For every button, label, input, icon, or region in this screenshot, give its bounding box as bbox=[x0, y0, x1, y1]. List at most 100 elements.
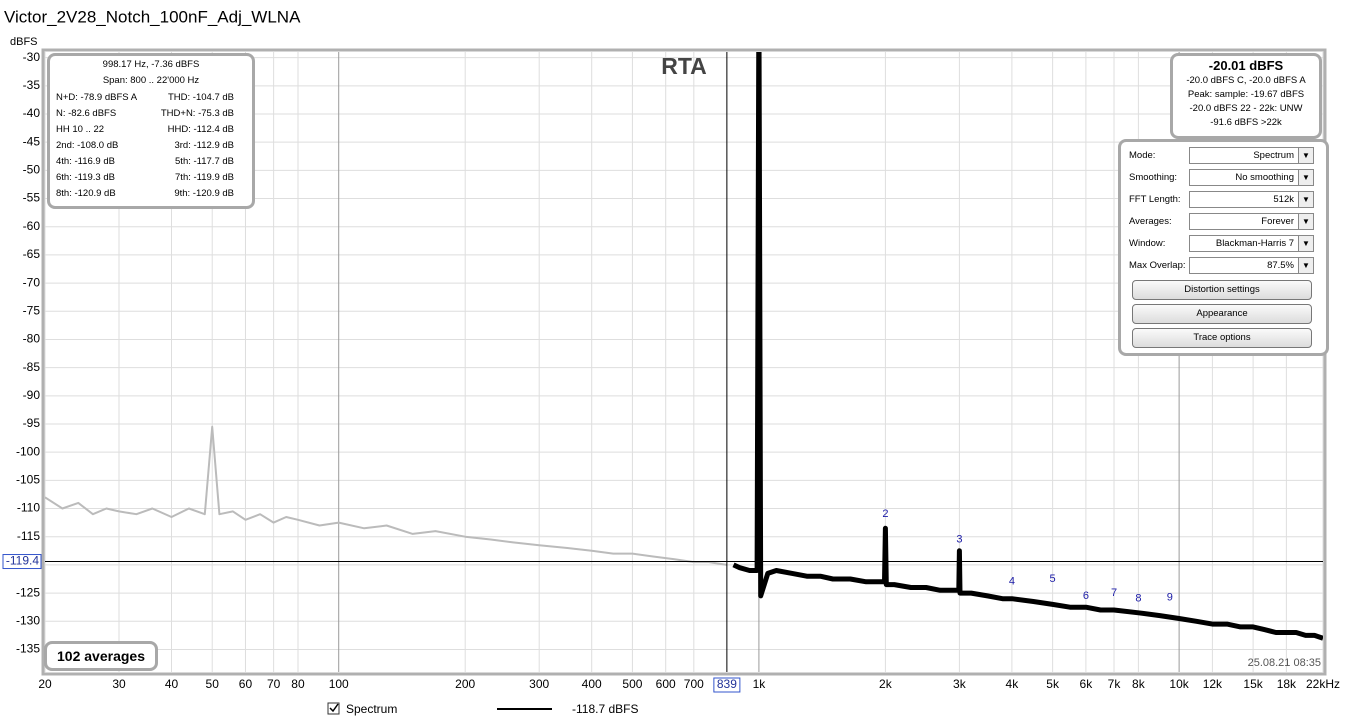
check bbox=[329, 703, 339, 713]
x-tick-label: 12k bbox=[1203, 677, 1223, 691]
y-tick-label: -60 bbox=[23, 219, 41, 233]
x-tick-label: 7k bbox=[1108, 677, 1122, 691]
y-tick-label: -35 bbox=[23, 78, 41, 92]
averages: 102 averages bbox=[44, 641, 158, 671]
button[interactable]: Distortion settings bbox=[1132, 280, 1312, 300]
harmonic-marker: 8 bbox=[1135, 593, 1141, 605]
control-value[interactable]: No smoothing bbox=[1189, 168, 1299, 186]
button[interactable]: Appearance bbox=[1132, 304, 1312, 324]
x-tick-label: 200 bbox=[455, 677, 475, 691]
info-cell: 8th: -120.9 dB bbox=[56, 187, 116, 199]
button[interactable]: Trace options bbox=[1132, 328, 1312, 348]
x-tick-label: 22kHz bbox=[1306, 677, 1340, 691]
dropdown-arrow[interactable]: ▼ bbox=[1299, 168, 1314, 186]
info-rows: N+D: -78.9 dBFS A THD: -104.7 dB N: -82.6 … bbox=[52, 89, 250, 201]
buttons: Distortion settings Appearance Trace optio… bbox=[1121, 280, 1326, 348]
level-box: -20.01 dBFS -20.0 dBFS C, -20.0 dBFS A Pe… bbox=[1170, 53, 1322, 139]
level: -20.01 dBFS bbox=[1208, 58, 1284, 73]
control-value[interactable]: Spectrum bbox=[1189, 146, 1299, 164]
info-box: 998.17 Hz, -7.36 dBFS Span: 800 .. 22'00… bbox=[47, 53, 255, 209]
info-cell: HHD: -112.4 dB bbox=[167, 123, 234, 135]
control-label: Mode: bbox=[1129, 149, 1156, 161]
legend-checkbox[interactable] bbox=[327, 702, 340, 715]
spectrum-trace bbox=[45, 425, 728, 566]
level-line: -20.0 dBFS C, -20.0 dBFS A bbox=[1186, 75, 1306, 86]
timestamp: 25.08.21 08:35 bbox=[1248, 657, 1321, 669]
cursor-y-box bbox=[2, 554, 42, 570]
x-tick-label: 3k bbox=[953, 677, 967, 691]
y-tick-label: -95 bbox=[23, 416, 41, 430]
info-row: N: -82.6 dBFS THD+N: -75.3 dB bbox=[52, 105, 250, 121]
y-tick-label: -70 bbox=[23, 275, 41, 289]
y-unit: dBFS bbox=[10, 36, 38, 48]
harmonic-marker: 7 bbox=[1111, 587, 1117, 599]
x-tick-label: 10k bbox=[1169, 677, 1189, 691]
info-cell: N: -82.6 dBFS bbox=[56, 107, 117, 119]
x-tick-label: 600 bbox=[656, 677, 676, 691]
x-tick-label: 20 bbox=[38, 677, 52, 691]
spectrum-trace bbox=[732, 52, 1323, 641]
dropdown-arrow[interactable]: ▼ bbox=[1299, 234, 1314, 252]
control-value[interactable]: Blackman-Harris 7 bbox=[1189, 234, 1299, 252]
x-tick-label: 80 bbox=[291, 677, 305, 691]
control-row: Window: Blackman-Harris 7 ▼ bbox=[1129, 232, 1326, 254]
harmonic-marker: 2 bbox=[882, 508, 888, 520]
info-cell: 3rd: -112.9 dB bbox=[174, 139, 234, 151]
control-row: FFT Length: 512k ▼ bbox=[1129, 188, 1326, 210]
control-value[interactable]: 512k bbox=[1189, 190, 1299, 208]
dropdown-arrow[interactable]: ▼ bbox=[1299, 212, 1314, 230]
y-tick-label: -90 bbox=[23, 388, 41, 402]
dropdown-arrow[interactable]: ▼ bbox=[1299, 256, 1314, 274]
info-line: 998.17 Hz, -7.36 dBFS bbox=[102, 59, 200, 70]
control-label: Averages: bbox=[1129, 215, 1172, 227]
control-row: Averages: Forever ▼ bbox=[1129, 210, 1326, 232]
info-cell: 6th: -119.3 dB bbox=[56, 171, 115, 183]
level-line: Peak: sample: -19.67 dBFS bbox=[1187, 89, 1305, 100]
legend-label: Spectrum bbox=[346, 702, 397, 716]
x-tick-label: 70 bbox=[267, 677, 281, 691]
control-value[interactable]: 87.5% bbox=[1189, 256, 1299, 274]
y-tick-label: -125 bbox=[16, 585, 40, 599]
cursor-x-box bbox=[713, 677, 741, 693]
y-tick-label: -75 bbox=[23, 303, 41, 317]
x-tick-label: 30 bbox=[112, 677, 126, 691]
x-tick-label: 4k bbox=[1006, 677, 1020, 691]
x-tick-label: 500 bbox=[622, 677, 642, 691]
control-value[interactable]: Forever bbox=[1189, 212, 1299, 230]
y-tick-label: -45 bbox=[23, 134, 41, 148]
y-tick-label: -105 bbox=[16, 473, 40, 487]
y-tick-label: -65 bbox=[23, 247, 41, 261]
fields: Mode: Spectrum ▼ Smoothing: No smoothing ▼ FFT… bbox=[1129, 144, 1326, 276]
x-tick-label: 18k bbox=[1277, 677, 1297, 691]
x-tick-label: 8k bbox=[1132, 677, 1146, 691]
info-line: Span: 800 .. 22'000 Hz bbox=[102, 75, 200, 86]
y-tick-label: -115 bbox=[17, 529, 40, 543]
cursor-y-label: -119.4 bbox=[6, 554, 39, 568]
controls-panel: Mode: Spectrum ▼ Smoothing: No smoothing ▼ FFT… bbox=[1118, 139, 1329, 356]
x-tick-label: 1k bbox=[753, 677, 767, 691]
harmonic-marker: 6 bbox=[1083, 590, 1089, 602]
info-row: 2nd: -108.0 dB 3rd: -112.9 dB bbox=[52, 137, 250, 153]
window-title: Victor_2V28_Notch_100nF_Adj_WLNA bbox=[4, 7, 301, 26]
dropdown-arrow[interactable]: ▼ bbox=[1299, 190, 1314, 208]
x-tick-label: 50 bbox=[206, 677, 220, 691]
level-lines: -20.0 dBFS C, -20.0 dBFS A Peak: sample: … bbox=[1174, 74, 1318, 130]
harmonic-marker: 3 bbox=[956, 533, 962, 545]
info-cell: THD: -104.7 dB bbox=[168, 91, 234, 103]
y-tick-label: -130 bbox=[16, 613, 40, 627]
y-tick-label: -135 bbox=[16, 642, 40, 656]
harmonic-marker: 5 bbox=[1050, 573, 1056, 585]
control-row: Mode: Spectrum ▼ bbox=[1129, 144, 1326, 166]
legend-reading: -118.7 dBFS bbox=[572, 702, 638, 716]
info-cell: 9th: -120.9 dB bbox=[174, 187, 234, 199]
control-label: Window: bbox=[1129, 237, 1166, 249]
control-label: FFT Length: bbox=[1129, 193, 1181, 205]
dropdown-arrow[interactable]: ▼ bbox=[1299, 146, 1314, 164]
harmonic-marker: 9 bbox=[1167, 592, 1173, 604]
control-label: Smoothing: bbox=[1129, 171, 1178, 183]
x-tick-label: 400 bbox=[582, 677, 602, 691]
y-tick-label: -50 bbox=[23, 163, 41, 177]
info-cell: 5th: -117.7 dB bbox=[175, 155, 234, 167]
